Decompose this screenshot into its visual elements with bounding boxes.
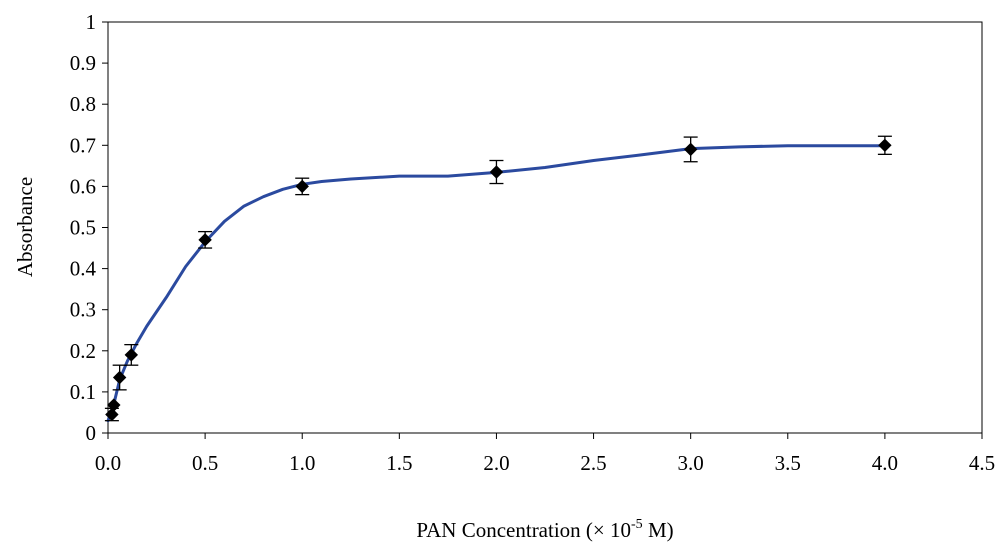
x-tick-label: 3.5 [775, 451, 801, 475]
y-tick-label: 0.6 [70, 174, 96, 198]
x-tick-label: 2.5 [580, 451, 606, 475]
y-axis-title: Absorbance [13, 177, 37, 277]
y-tick-label: 0.3 [70, 298, 96, 322]
y-tick-label: 0.5 [70, 216, 96, 240]
data-point-diamond [198, 233, 212, 247]
data-point-diamond [683, 142, 698, 157]
data-point-diamond [878, 138, 892, 153]
y-tick-label: 0.8 [70, 92, 96, 116]
x-axis-title: PAN Concentration (× 10-5 M) [416, 517, 673, 542]
y-axis-tick-labels: 0 0.1 0.2 0.3 0.4 0.5 0.6 0.7 0.8 0.9 1 [70, 10, 97, 445]
x-tick-label: 2.0 [483, 451, 509, 475]
trend-line [106, 144, 887, 423]
data-point-diamond [105, 407, 119, 422]
x-axis-title-main: PAN Concentration (× 10 [416, 518, 631, 542]
y-tick-label: 0.1 [70, 380, 96, 404]
x-tick-label: 3.0 [678, 451, 704, 475]
x-tick-label: 4.0 [872, 451, 898, 475]
y-tick-label: 0.4 [70, 257, 97, 281]
plot-area-frame [107, 21, 983, 434]
x-tick-label: 0.5 [192, 451, 218, 475]
data-point-diamond [107, 398, 121, 412]
x-axis-title-exponent: -5 [631, 517, 643, 532]
data-point-diamond [489, 165, 504, 179]
error-bars [104, 135, 892, 422]
data-point-diamond [295, 179, 309, 194]
x-axis-tick-labels: 0.0 0.5 1.0 1.5 2.0 2.5 3.0 3.5 4.0 4.5 [95, 451, 995, 475]
data-point-diamond [124, 348, 139, 362]
y-axis-ticks [102, 21, 108, 434]
data-point-diamond [112, 370, 127, 385]
x-tick-label: 0.0 [95, 451, 121, 475]
y-tick-label: 0.7 [70, 133, 96, 157]
x-tick-label: 1.0 [289, 451, 315, 475]
y-tick-label: 1 [86, 10, 97, 34]
y-tick-label: 0.9 [70, 51, 96, 75]
y-tick-label: 0 [86, 421, 97, 445]
x-tick-label: 4.5 [969, 451, 995, 475]
y-tick-label: 0.2 [70, 339, 96, 363]
x-axis-title-suffix: M) [643, 518, 674, 542]
data-markers [105, 138, 892, 422]
x-axis-ticks [107, 433, 983, 439]
x-tick-label: 1.5 [386, 451, 412, 475]
